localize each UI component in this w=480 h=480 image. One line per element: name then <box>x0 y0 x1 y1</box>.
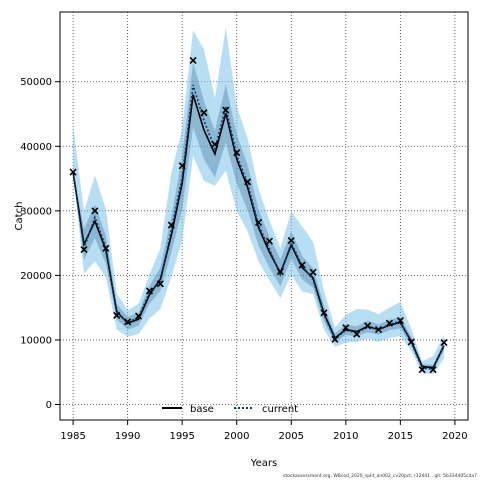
observed-point <box>342 324 350 332</box>
observed-point <box>211 140 219 148</box>
plot-frame <box>59 11 469 421</box>
observed-point <box>374 326 383 334</box>
observed-point <box>440 338 448 347</box>
legend-current-label: current <box>262 404 298 415</box>
observed-point <box>353 330 361 338</box>
x-tick-label: 1990 <box>115 431 140 442</box>
observed-point <box>222 106 230 114</box>
x-tick-label: 2015 <box>388 431 413 442</box>
x-tick-label: 2005 <box>279 431 304 442</box>
x-tick-label: 1985 <box>60 431 85 442</box>
observed-point <box>145 287 154 295</box>
observed-point <box>265 237 274 245</box>
current-line <box>72 84 445 370</box>
y-tick-label: 50000 <box>20 77 52 88</box>
x-tick-label: 2020 <box>442 431 467 442</box>
x-axis-title: Years <box>250 458 277 469</box>
y-tick-label: 10000 <box>20 335 52 346</box>
y-tick-label: 40000 <box>20 142 52 153</box>
y-axis-title: Catch <box>14 202 25 231</box>
y-axis: 0 10000 20000 30000 40000 50000 <box>20 77 60 411</box>
x-tick-label: 1995 <box>169 431 194 442</box>
confidence-bands <box>73 27 444 375</box>
observed-point <box>91 207 99 215</box>
observed-point <box>309 268 317 276</box>
series-lines <box>72 84 445 370</box>
observed-point <box>156 280 164 288</box>
legend: base current <box>162 404 298 415</box>
observed-point <box>287 236 295 245</box>
x-tick-label: 2010 <box>333 431 358 442</box>
observed-point <box>244 178 252 186</box>
observed-point <box>418 366 426 374</box>
legend-base-label: base <box>190 404 214 415</box>
observed-point <box>80 246 88 254</box>
x-axis: 1985 1990 1995 2000 2005 2010 2015 2020 <box>60 420 468 442</box>
observed-point <box>254 218 263 227</box>
observed-point <box>167 221 175 229</box>
y-tick-label: 0 <box>46 400 52 411</box>
observed-point <box>298 261 306 269</box>
observed-point <box>200 109 208 117</box>
observed-point <box>178 162 186 170</box>
observed-point <box>233 149 241 157</box>
observed-point <box>320 309 328 317</box>
observed-point <box>276 267 284 276</box>
observed-point <box>189 56 197 64</box>
observed-point <box>134 312 143 320</box>
y-tick-label: 30000 <box>20 206 52 217</box>
observed-point <box>102 244 110 252</box>
base-confidence-band <box>73 62 444 371</box>
observed-points <box>69 56 448 374</box>
observed-point <box>113 311 121 319</box>
observed-point <box>407 338 415 346</box>
footnote: stockassessment.org, WBcod_2020_split_an… <box>283 474 477 479</box>
current-confidence-band <box>73 27 444 375</box>
observed-point <box>124 318 132 326</box>
observed-point <box>429 366 437 374</box>
x-tick-label: 2000 <box>224 431 249 442</box>
y-tick-label: 20000 <box>20 271 52 282</box>
observed-point <box>69 168 77 176</box>
observed-point <box>396 317 404 325</box>
observed-point <box>364 322 372 330</box>
observed-point <box>385 319 394 327</box>
observed-point <box>331 335 339 343</box>
